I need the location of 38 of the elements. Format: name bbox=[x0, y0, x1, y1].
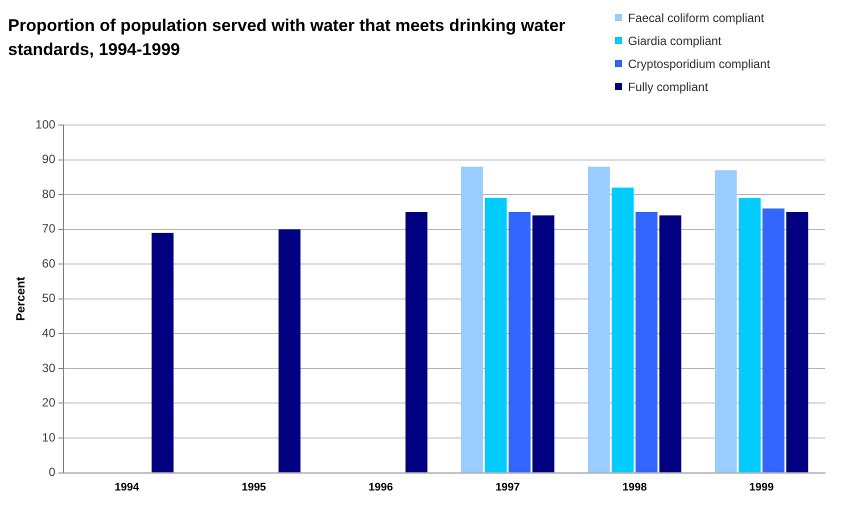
legend-label: Cryptosporidium compliant bbox=[627, 56, 770, 72]
bar bbox=[278, 229, 300, 472]
y-tick-label: 70 bbox=[42, 222, 56, 236]
bar bbox=[532, 215, 554, 472]
y-tick-label: 10 bbox=[42, 430, 56, 444]
x-tick-label: 1999 bbox=[749, 481, 774, 494]
legend-label: Faecal coliform compliant bbox=[627, 10, 766, 26]
y-tick-label: 100 bbox=[35, 117, 56, 132]
y-tick-label: 20 bbox=[42, 396, 56, 410]
y-tick-label: 0 bbox=[48, 465, 56, 480]
bar bbox=[762, 208, 784, 472]
x-tick-label: 1997 bbox=[495, 481, 520, 494]
x-tick-label: 1998 bbox=[622, 481, 647, 494]
x-tick-label: 1995 bbox=[242, 481, 266, 494]
legend-label: Giardia compliant bbox=[627, 32, 722, 50]
bar bbox=[152, 232, 174, 472]
y-axis-title: Percent bbox=[14, 276, 28, 321]
y-tick-label: 60 bbox=[42, 256, 56, 270]
bar bbox=[738, 198, 761, 472]
bar bbox=[714, 170, 737, 472]
y-tick-label: 90 bbox=[42, 152, 56, 166]
y-tick-label: 40 bbox=[42, 326, 56, 340]
bar bbox=[786, 212, 808, 472]
x-tick-label: 1996 bbox=[368, 481, 393, 494]
bar bbox=[405, 212, 428, 472]
legend-label: Fully compliant bbox=[627, 78, 710, 96]
y-tick-label: 30 bbox=[42, 360, 56, 375]
chart-title: Proportion of population served with water that meets drinking water standards, 1994-1999 bbox=[8, 15, 566, 61]
y-tick-label: 80 bbox=[42, 186, 56, 201]
bar bbox=[484, 198, 507, 472]
x-tick-label: 1994 bbox=[114, 481, 140, 494]
bar bbox=[588, 166, 610, 472]
bar bbox=[612, 188, 634, 472]
bar bbox=[659, 215, 682, 472]
bar bbox=[461, 166, 483, 472]
bar bbox=[636, 212, 658, 472]
y-tick-label: 50 bbox=[42, 291, 56, 306]
bar bbox=[508, 212, 531, 472]
